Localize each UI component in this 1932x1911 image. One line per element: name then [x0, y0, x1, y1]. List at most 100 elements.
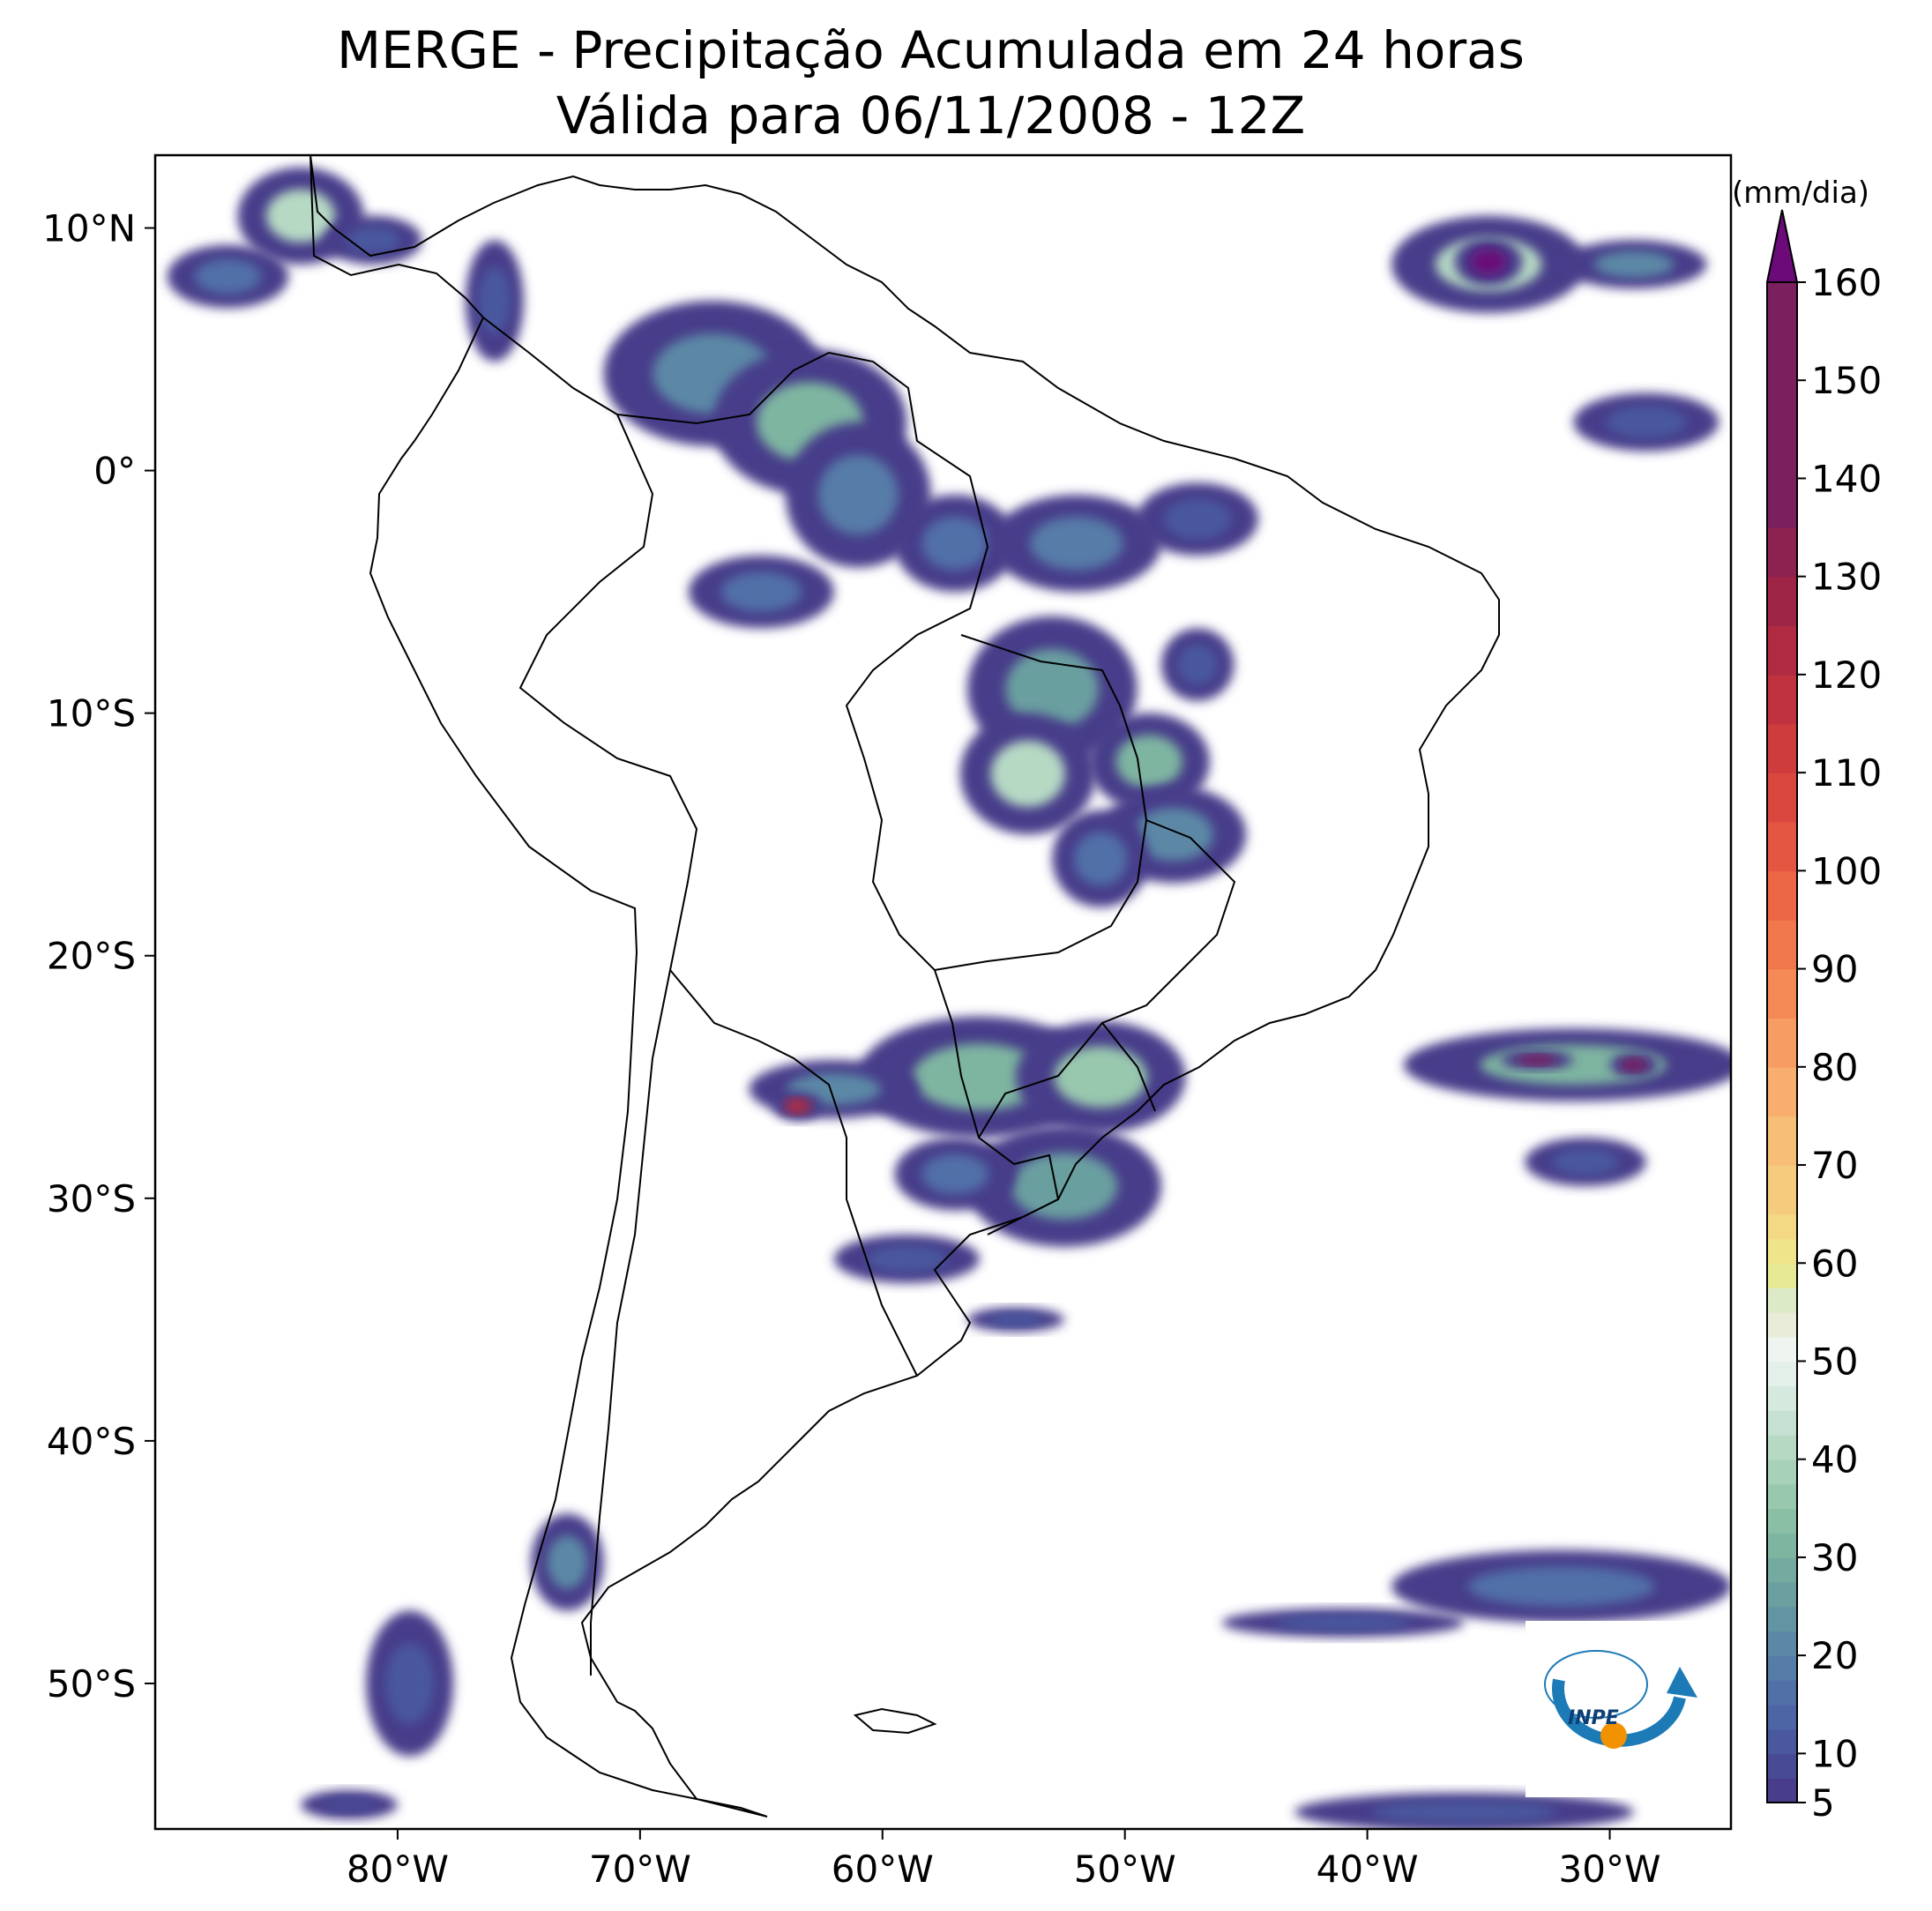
colorbar-segment — [1767, 1410, 1797, 1436]
y-tick-label: 0° — [93, 450, 136, 493]
precip-cell — [1620, 1057, 1648, 1072]
precip-cell — [1073, 832, 1128, 885]
x-tick-label: 70°W — [589, 1848, 691, 1891]
precip-cell — [1467, 1566, 1655, 1607]
colorbar-segment — [1767, 1556, 1797, 1583]
colorbar-segment — [1767, 1361, 1797, 1387]
y-tick-label: 40°S — [47, 1420, 136, 1463]
colorbar-unit-label: (mm/dia) — [1732, 175, 1869, 211]
precip-cell — [921, 516, 989, 571]
precip-cell — [1115, 735, 1182, 788]
colorbar-segment — [1767, 1385, 1797, 1411]
y-tick-label: 10°N — [42, 207, 136, 250]
colorbar-tick-label: 90 — [1811, 948, 1858, 991]
precip-cell — [1552, 1148, 1619, 1176]
colorbar-segment — [1767, 1018, 1797, 1068]
x-tick-label: 80°W — [347, 1848, 449, 1891]
precip-cell — [1005, 648, 1100, 729]
colorbar-segment — [1767, 1778, 1797, 1803]
colorbar-segment — [1767, 821, 1797, 872]
colorbar-segment — [1767, 1165, 1797, 1215]
precip-cell — [921, 1153, 989, 1194]
colorbar-segment — [1767, 1533, 1797, 1558]
precip-cell — [720, 571, 802, 612]
colorbar-segment — [1767, 1434, 1797, 1460]
colorbar-segment — [1767, 576, 1797, 627]
colorbar-outline — [1766, 281, 1798, 1803]
colorbar-segment — [1767, 625, 1797, 676]
falkland-islands — [853, 1707, 937, 1735]
colorbar-segment — [1767, 968, 1797, 1019]
y-tick-label: 20°S — [47, 935, 136, 978]
y-tick-label: 10°S — [47, 692, 136, 735]
logo-orbit-shape — [1544, 1650, 1648, 1719]
precip-cell — [988, 1312, 1043, 1326]
colorbar: 5 10 20 30 40 50 60 70 80 90 100 110 120 130 140 150 160 — [1765, 209, 1882, 1825]
precip-cell — [322, 1796, 377, 1813]
precip-cell — [385, 1643, 434, 1724]
colorbar-tick-label: 70 — [1811, 1144, 1858, 1187]
map-area — [155, 155, 1731, 1829]
precip-cell — [1133, 807, 1214, 862]
precip-cell — [1606, 406, 1687, 438]
colorbar-tick-label: 100 — [1811, 849, 1882, 892]
colorbar-segment — [1767, 773, 1797, 823]
colorbar-tick-label: 10 — [1811, 1732, 1858, 1775]
x-axis-ticks: 80°W 70°W 60°W 50°W 40°W 30°W — [347, 1829, 1661, 1891]
precip-cell — [547, 1535, 588, 1589]
precip-cell — [1177, 644, 1218, 685]
colorbar-segment — [1767, 1459, 1797, 1485]
colorbar-segment — [1767, 380, 1797, 430]
colorbar-segment — [1767, 1508, 1797, 1534]
colorbar-tick-label: 20 — [1811, 1634, 1858, 1677]
colorbar-tick-label: 160 — [1811, 261, 1882, 304]
south-america-coastline — [310, 155, 1500, 1818]
colorbar-segment — [1767, 674, 1797, 725]
x-tick-label: 30°W — [1559, 1848, 1661, 1891]
precip-cell — [1276, 1615, 1410, 1631]
precip-cell — [478, 267, 511, 334]
precip-cell — [194, 258, 262, 295]
colorbar-segment — [1767, 331, 1797, 382]
colorbar-tick-label: 150 — [1811, 359, 1882, 402]
precip-cell — [1517, 1054, 1557, 1066]
colorbar-segment — [1767, 527, 1797, 578]
x-tick-label: 40°W — [1317, 1848, 1419, 1891]
colorbar-segment — [1767, 1213, 1797, 1240]
x-tick-label: 50°W — [1074, 1848, 1176, 1891]
precip-cell — [990, 740, 1066, 808]
colorbar-tick-label: 130 — [1811, 556, 1882, 599]
logo-text: INPE — [1568, 1707, 1619, 1729]
precip-cell — [265, 189, 336, 243]
colorbar-tick-label: 5 — [1811, 1781, 1835, 1825]
precip-cell — [1370, 1801, 1558, 1823]
precip-cell — [1054, 1046, 1148, 1109]
colorbar-segment — [1767, 1238, 1797, 1265]
precip-cell — [817, 454, 899, 535]
y-tick-label: 50°S — [47, 1662, 136, 1706]
logo-sun-dot — [1600, 1722, 1627, 1749]
precip-cell — [1593, 250, 1675, 278]
colorbar-tick-label: 60 — [1811, 1242, 1858, 1285]
precip-cell — [1164, 498, 1231, 540]
precip-cell — [866, 1245, 947, 1273]
colorbar-segment — [1767, 870, 1797, 921]
colorbar-tick-label: 80 — [1811, 1046, 1858, 1089]
colorbar-segment — [1767, 282, 1797, 332]
colorbar-tick-label: 40 — [1811, 1438, 1858, 1482]
colorbar-segment — [1767, 1753, 1797, 1779]
colorbar-segment — [1767, 919, 1797, 970]
colorbar-segment — [1767, 723, 1797, 773]
x-tick-label: 60°W — [832, 1848, 934, 1891]
country-borders — [482, 317, 1236, 1676]
coastlines-and-borders — [310, 155, 1500, 1818]
colorbar-tick-label: 120 — [1811, 653, 1882, 697]
colorbar-segment — [1767, 1311, 1797, 1338]
colorbar-tick-label: 30 — [1811, 1536, 1858, 1579]
colorbar-segment — [1767, 429, 1797, 480]
colorbar-segment — [1767, 1116, 1797, 1166]
colorbar-segment — [1767, 1606, 1797, 1632]
y-axis-ticks: 10°N 0° 10°S 20°S 30°S 40°S 50°S — [42, 207, 155, 1706]
precipitation-layer — [167, 167, 1731, 1829]
colorbar-segment — [1767, 1581, 1797, 1608]
